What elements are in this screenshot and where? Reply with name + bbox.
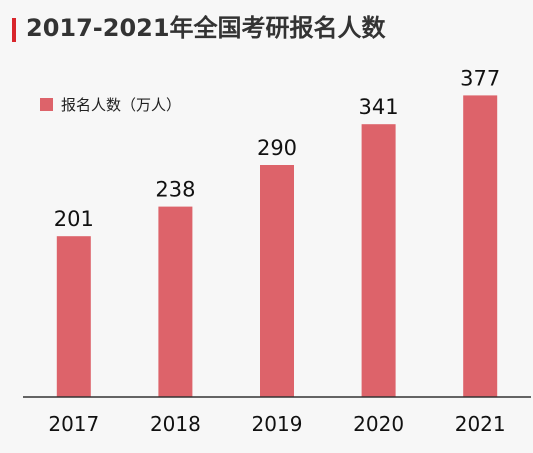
x-tick-2017: 2017: [48, 412, 99, 436]
x-tick-2019: 2019: [252, 412, 303, 436]
data-label-2020: 341: [359, 95, 399, 119]
x-tick-2020: 2020: [353, 412, 404, 436]
bar-2018: [158, 206, 193, 397]
x-tick-2021: 2021: [455, 412, 506, 436]
bars-group: [56, 95, 498, 398]
legend: 报名人数（万人）: [40, 94, 181, 115]
data-label-2021: 377: [460, 66, 500, 90]
data-label-2017: 201: [54, 207, 94, 231]
data-label-2018: 238: [155, 178, 195, 202]
chart-title: 2017-2021年全国考研报名人数: [26, 14, 386, 42]
bar-2021: [463, 95, 498, 398]
x-tick-2018: 2018: [150, 412, 201, 436]
legend-swatch: [40, 98, 53, 111]
bar-2017: [56, 236, 91, 397]
bar-labels-group: 201 238 290 341 377: [54, 66, 500, 231]
bar-2020: [361, 124, 396, 397]
data-label-2019: 290: [257, 136, 297, 160]
bar-2019: [260, 165, 294, 397]
legend-label: 报名人数（万人）: [61, 96, 182, 114]
title-accent-bar: [12, 18, 16, 42]
x-ticks-group: 2017 2018 2019 2020 2021: [48, 412, 505, 436]
